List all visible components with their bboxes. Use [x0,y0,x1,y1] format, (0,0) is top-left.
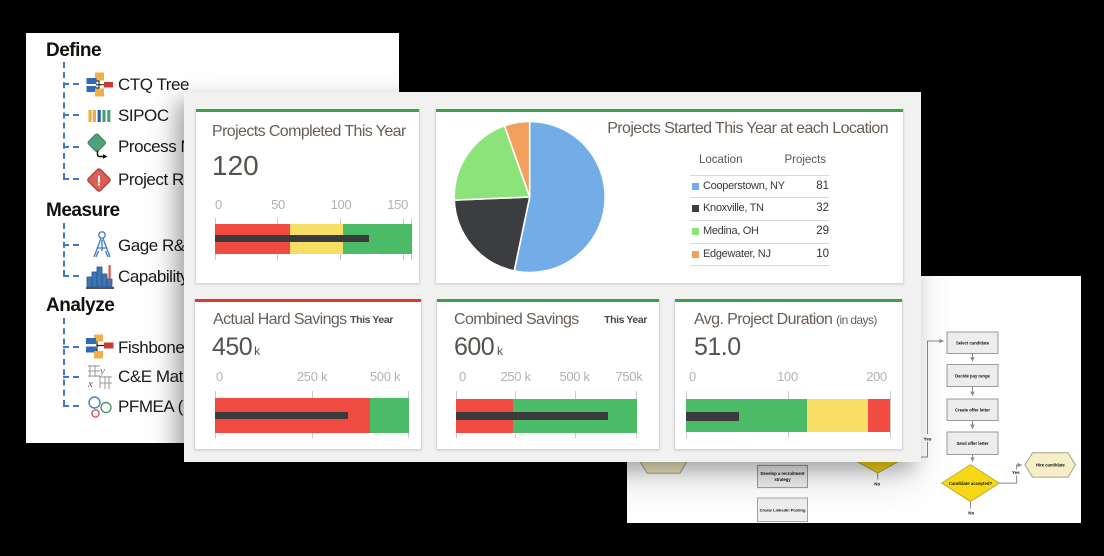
svg-text:Hire candidate: Hire candidate [1036,463,1066,468]
svg-text:No: No [968,511,974,516]
svg-text:No: No [874,482,880,487]
svg-text:Create LinkedIn Posting: Create LinkedIn Posting [760,508,806,513]
svg-text:Send offer letter: Send offer letter [956,441,988,446]
svg-text:x: x [87,378,93,389]
svg-text:y: y [99,365,105,377]
svg-text:Yes: Yes [1012,470,1020,475]
svg-text:Decide pay range: Decide pay range [955,373,990,378]
svg-text:!: ! [97,173,102,190]
svg-text:Create offer letter: Create offer letter [955,408,990,413]
svg-text:strategy: strategy [774,477,791,482]
svg-text:Select candidate: Select candidate [956,341,990,346]
svg-text:Develop a recruitment: Develop a recruitment [761,471,806,476]
svg-text:Yes: Yes [924,437,932,442]
svg-text:Candidate accepted?: Candidate accepted? [949,481,993,486]
